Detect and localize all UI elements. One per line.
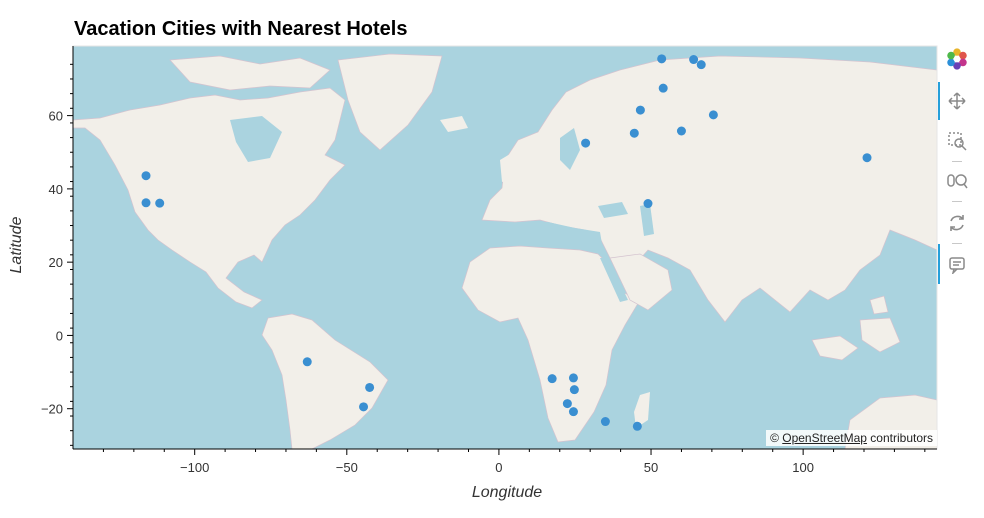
attribution-prefix: ©: [770, 431, 783, 445]
arctic-islands: [169, 55, 331, 91]
city-marker[interactable]: [568, 407, 578, 417]
city-marker[interactable]: [581, 138, 591, 148]
city-marker[interactable]: [568, 373, 578, 383]
city-marker[interactable]: [658, 83, 668, 93]
city-marker[interactable]: [708, 110, 718, 120]
uk-land: [500, 154, 514, 182]
city-marker[interactable]: [600, 417, 610, 427]
city-marker[interactable]: [141, 198, 151, 208]
attribution-suffix: contributors: [866, 431, 933, 445]
city-markers[interactable]: [141, 54, 872, 431]
city-marker[interactable]: [629, 128, 639, 138]
chart-title: Vacation Cities with Nearest Hotels: [74, 18, 408, 40]
city-marker[interactable]: [562, 399, 572, 409]
iceland-land: [440, 116, 468, 132]
x-axis-label: Longitude: [471, 484, 543, 501]
x-tick-label: 0: [495, 460, 502, 475]
mediterranean-sea: [498, 222, 602, 248]
openstreetmap-link[interactable]: OpenStreetMap: [782, 431, 867, 445]
y-tick-label: 60: [49, 109, 63, 124]
x-tick-label: −100: [180, 460, 209, 475]
hover-icon[interactable]: [946, 254, 968, 276]
arabia-land: [609, 253, 673, 311]
city-marker[interactable]: [632, 421, 642, 431]
box-zoom-icon[interactable]: [946, 130, 968, 152]
x-tick-label: −50: [336, 460, 358, 475]
city-marker[interactable]: [547, 374, 557, 384]
y-tick-label: −20: [41, 402, 63, 417]
y-tick-label: 0: [56, 328, 63, 343]
y-axis-ticks: −20 0 20 40 60: [41, 63, 73, 446]
map-attribution: © OpenStreetMap contributors: [766, 430, 937, 446]
north-america-land: [73, 87, 346, 309]
active-drag-indicator: [938, 82, 940, 120]
black-sea: [598, 202, 628, 218]
x-tick-label: 100: [792, 460, 814, 475]
city-marker[interactable]: [643, 199, 653, 209]
baltic-sea: [560, 128, 580, 170]
y-axis-label: Latitude: [8, 216, 25, 274]
city-marker[interactable]: [141, 171, 151, 181]
city-marker[interactable]: [689, 55, 699, 65]
toolbar-separator: [952, 201, 962, 202]
caspian-sea: [640, 204, 654, 236]
city-marker[interactable]: [696, 60, 706, 70]
active-inspect-indicator: [938, 244, 940, 284]
city-marker[interactable]: [302, 357, 312, 367]
y-tick-label: 20: [49, 255, 63, 270]
city-marker[interactable]: [676, 126, 686, 136]
wheel-zoom-icon[interactable]: [946, 170, 968, 192]
city-marker[interactable]: [365, 382, 375, 392]
red-sea: [600, 258, 628, 302]
x-tick-label: 50: [644, 460, 658, 475]
pan-icon[interactable]: [946, 90, 968, 112]
south-america-land: [261, 313, 389, 449]
toolbar-separator: [952, 161, 962, 162]
greenland-land: [337, 53, 443, 151]
toolbar-separator: [952, 243, 962, 244]
y-tick-label: 40: [49, 182, 63, 197]
city-marker[interactable]: [155, 198, 165, 208]
africa-land: [461, 245, 641, 443]
bokeh-logo-icon[interactable]: [946, 48, 968, 70]
reset-icon[interactable]: [946, 212, 968, 234]
japan-land: [915, 200, 937, 240]
hudson-bay: [230, 116, 282, 162]
x-axis-ticks: −100 −50 0 50 100: [102, 449, 926, 475]
map-tiles: [73, 46, 937, 449]
city-marker[interactable]: [862, 153, 872, 163]
se-asia-islands: [811, 295, 901, 361]
city-marker[interactable]: [635, 105, 645, 115]
city-marker[interactable]: [569, 385, 579, 395]
city-marker[interactable]: [359, 402, 369, 412]
city-marker[interactable]: [657, 54, 667, 64]
madagascar-land: [634, 392, 650, 428]
